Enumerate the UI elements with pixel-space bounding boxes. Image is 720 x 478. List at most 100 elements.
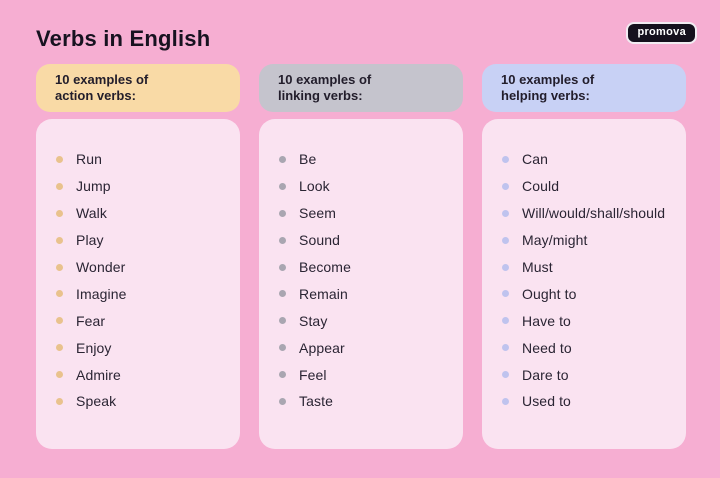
verb-label: Admire [76, 366, 121, 383]
list-item: Can [502, 146, 676, 173]
list-item: Fear [56, 307, 230, 334]
verb-label: Wonder [76, 259, 126, 275]
bullet-dot-icon [279, 209, 286, 217]
list-item: Imagine [56, 280, 230, 307]
bullet-dot-icon [56, 290, 63, 298]
bullet-dot-icon [56, 182, 63, 190]
verb-label: Appear [299, 339, 345, 356]
verb-label: Remain [299, 285, 348, 302]
bullet-dot-icon [56, 344, 63, 352]
list-item: Admire [56, 361, 230, 388]
list-item: Remain [279, 280, 453, 307]
verb-columns: 10 examples of action verbs: Run Jump Walk Pl… [36, 64, 686, 449]
bullet-dot-icon [279, 290, 286, 298]
verb-label: Be [299, 151, 317, 168]
verb-label: Used to [522, 393, 571, 410]
verb-label: Feel [299, 366, 327, 383]
verb-label: Have to [522, 312, 571, 329]
bullet-dot-icon [502, 209, 509, 217]
header-line2: helping verbs: [501, 88, 590, 103]
verb-label: Walk [76, 205, 107, 222]
verb-label: Must [522, 259, 553, 275]
list-item: Be [279, 146, 453, 173]
bullet-dot-icon [279, 236, 286, 244]
list-item: Appear [279, 334, 453, 361]
list-item: Play [56, 227, 230, 254]
bullet-dot-icon [279, 155, 286, 163]
bullet-dot-icon [56, 317, 63, 325]
bullet-dot-icon [502, 263, 509, 271]
column-helping-verbs: 10 examples of helping verbs: Can Could Will… [482, 64, 686, 449]
list-item: Wonder [56, 254, 230, 281]
bullet-dot-icon [56, 397, 63, 405]
list-item: Look [279, 173, 453, 200]
bullet-dot-icon [502, 317, 509, 325]
list-item: Dare to [502, 361, 676, 388]
bullet-dot-icon [279, 371, 286, 379]
bullet-dot-icon [56, 209, 63, 217]
bullet-dot-icon [56, 155, 63, 163]
list-item: Ought to [502, 280, 676, 307]
verb-label: May/might [522, 232, 588, 249]
list-item: Feel [279, 361, 453, 388]
bullet-dot-icon [279, 263, 286, 271]
bullet-dot-icon [502, 155, 509, 163]
list-item: Seem [279, 200, 453, 227]
bullet-dot-icon [279, 182, 286, 190]
list-item: Taste [279, 388, 453, 415]
list-item: Sound [279, 227, 453, 254]
list-item: Speak [56, 388, 230, 415]
header-line2: action verbs: [55, 88, 136, 103]
bullet-dot-icon [56, 371, 63, 379]
list-item: Could [502, 173, 676, 200]
list-item: Stay [279, 307, 453, 334]
verb-label: Ought to [522, 285, 577, 302]
verb-label: Could [522, 178, 560, 195]
header-pill-action-verbs: 10 examples of action verbs: [36, 64, 240, 112]
bullet-dot-icon [502, 397, 509, 405]
list-item: Run [56, 146, 230, 173]
bullet-dot-icon [502, 371, 509, 379]
verb-label: Play [76, 232, 104, 249]
list-item: Used to [502, 388, 676, 415]
list-item: Enjoy [56, 334, 230, 361]
list-item: Jump [56, 173, 230, 200]
verb-label: Fear [76, 312, 106, 329]
list-item: Become [279, 254, 453, 281]
top-bar: Verbs in English promova [0, 0, 720, 62]
header-pill-helping-verbs: 10 examples of helping verbs: [482, 64, 686, 112]
bullet-dot-icon [56, 236, 63, 244]
list-item: Have to [502, 307, 676, 334]
list-item: May/might [502, 227, 676, 254]
bullet-dot-icon [502, 344, 509, 352]
bullet-dot-icon [279, 397, 286, 405]
bullet-dot-icon [56, 263, 63, 271]
bullet-dot-icon [502, 182, 509, 190]
verb-label: Imagine [76, 285, 127, 302]
verb-label: Run [76, 151, 102, 168]
header-line1: 10 examples of [278, 72, 372, 87]
header-line1: 10 examples of [501, 72, 595, 87]
list-item: Will/would/shall/should [502, 200, 676, 227]
verb-label: Jump [76, 178, 111, 195]
verb-label: Speak [76, 393, 117, 410]
page-title: Verbs in English [36, 26, 211, 51]
list-item: Must [502, 254, 676, 281]
list-item: Walk [56, 200, 230, 227]
verb-label: Need to [522, 339, 572, 356]
header-line2: linking verbs: [278, 88, 363, 103]
bullet-dot-icon [279, 344, 286, 352]
verb-label: Sound [299, 232, 340, 249]
column-linking-verbs: 10 examples of linking verbs: Be Look Seem So… [259, 64, 463, 449]
verb-card-helping-verbs: Can Could Will/would/shall/should May/might… [482, 119, 686, 449]
promova-logo: promova [626, 22, 697, 44]
bullet-dot-icon [502, 236, 509, 244]
verb-label: Seem [299, 205, 336, 222]
verb-card-linking-verbs: Be Look Seem Sound Become Remain Stay Appear Fee… [259, 119, 463, 449]
list-item: Need to [502, 334, 676, 361]
bullet-dot-icon [502, 290, 509, 298]
verb-label: Can [522, 151, 548, 168]
verb-label: Dare to [522, 366, 569, 383]
verb-label: Will/would/shall/should [522, 205, 666, 222]
header-line1: 10 examples of [55, 72, 149, 87]
